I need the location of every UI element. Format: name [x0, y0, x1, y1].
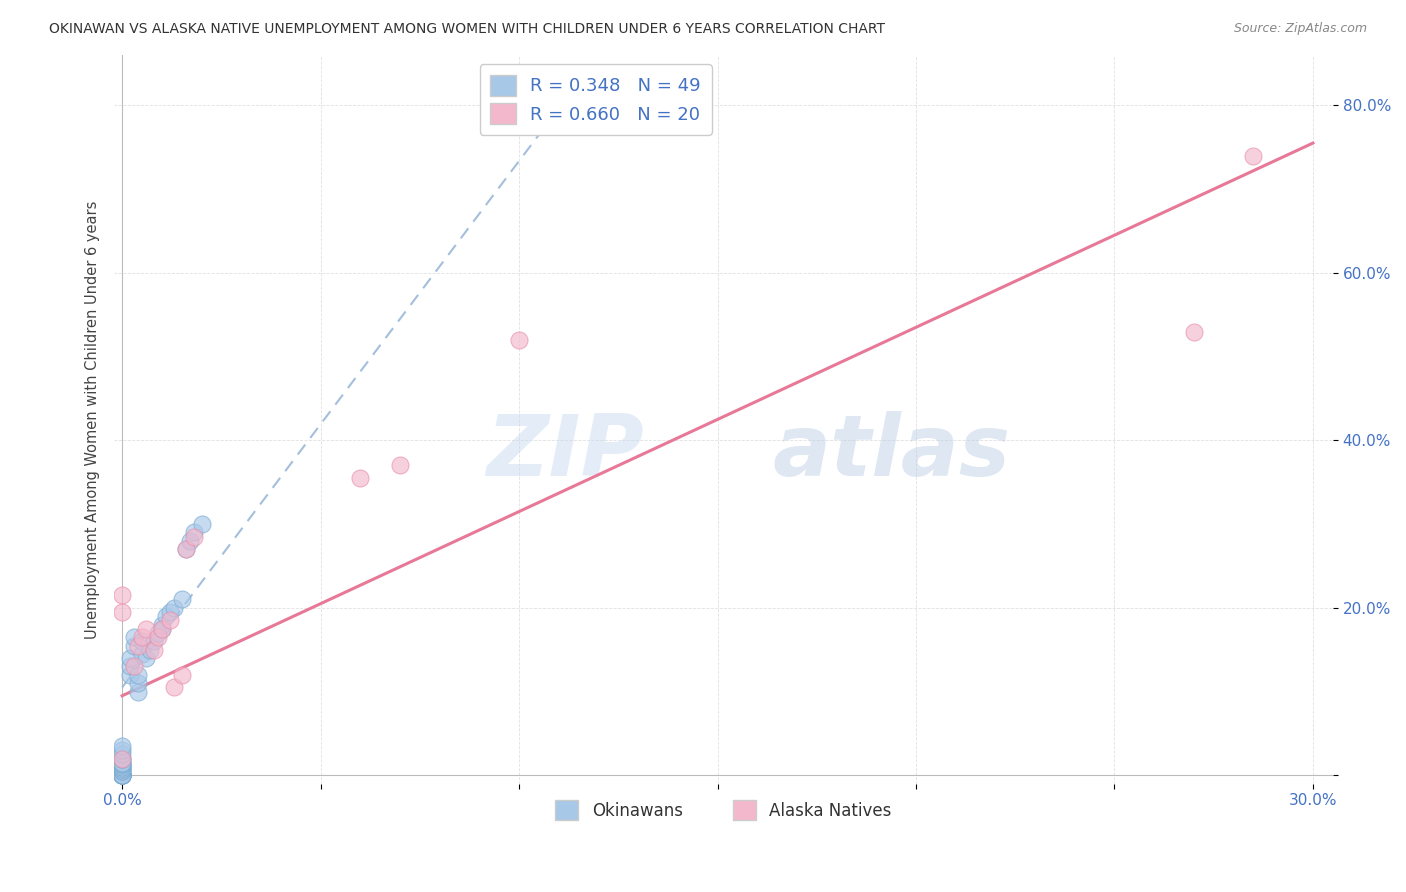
- Point: [183, 530, 205, 544]
- Point: [183, 525, 205, 540]
- Point: [388, 458, 411, 473]
- Point: [142, 642, 165, 657]
- Point: [170, 668, 193, 682]
- Point: [139, 642, 162, 657]
- Point: [349, 471, 371, 485]
- Point: [111, 757, 134, 772]
- Point: [111, 756, 134, 770]
- Point: [163, 681, 186, 695]
- Point: [111, 760, 134, 774]
- Point: [508, 333, 530, 347]
- Point: [159, 614, 181, 628]
- Point: [111, 743, 134, 757]
- Point: [111, 768, 134, 782]
- Point: [174, 542, 197, 557]
- Point: [150, 617, 173, 632]
- Point: [146, 626, 169, 640]
- Point: [150, 622, 173, 636]
- Point: [111, 768, 134, 782]
- Point: [111, 747, 134, 762]
- Point: [111, 768, 134, 782]
- Point: [150, 622, 173, 636]
- Point: [122, 630, 145, 644]
- Point: [120, 668, 142, 682]
- Point: [111, 764, 134, 779]
- Point: [111, 763, 134, 777]
- Point: [111, 751, 134, 765]
- Text: atlas: atlas: [772, 410, 1011, 494]
- Point: [111, 760, 134, 774]
- Point: [131, 634, 153, 648]
- Point: [111, 756, 134, 770]
- Text: Source: ZipAtlas.com: Source: ZipAtlas.com: [1233, 22, 1367, 36]
- Point: [111, 751, 134, 765]
- Point: [122, 639, 145, 653]
- Point: [127, 684, 149, 698]
- Point: [120, 651, 142, 665]
- Point: [131, 630, 153, 644]
- Point: [174, 542, 197, 557]
- Point: [111, 764, 134, 779]
- Point: [127, 668, 149, 682]
- Y-axis label: Unemployment Among Women with Children Under 6 years: Unemployment Among Women with Children U…: [86, 200, 100, 639]
- Point: [190, 517, 212, 532]
- Point: [131, 647, 153, 661]
- Point: [111, 768, 134, 782]
- Point: [111, 751, 134, 765]
- Point: [142, 634, 165, 648]
- Point: [1182, 325, 1205, 339]
- Point: [111, 758, 134, 772]
- Point: [179, 533, 201, 548]
- Point: [111, 768, 134, 782]
- Text: ZIP: ZIP: [486, 410, 644, 494]
- Point: [163, 600, 186, 615]
- Point: [111, 762, 134, 776]
- Point: [170, 592, 193, 607]
- Point: [159, 605, 181, 619]
- Point: [111, 768, 134, 782]
- Legend: Okinawans, Alaska Natives: Okinawans, Alaska Natives: [548, 794, 898, 826]
- Point: [120, 659, 142, 673]
- Point: [135, 622, 157, 636]
- Point: [122, 659, 145, 673]
- Point: [155, 609, 177, 624]
- Point: [127, 676, 149, 690]
- Point: [111, 768, 134, 782]
- Point: [111, 768, 134, 782]
- Point: [135, 651, 157, 665]
- Point: [111, 768, 134, 782]
- Text: OKINAWAN VS ALASKA NATIVE UNEMPLOYMENT AMONG WOMEN WITH CHILDREN UNDER 6 YEARS C: OKINAWAN VS ALASKA NATIVE UNEMPLOYMENT A…: [49, 22, 886, 37]
- Point: [111, 588, 134, 602]
- Point: [146, 630, 169, 644]
- Point: [1241, 148, 1264, 162]
- Point: [111, 605, 134, 619]
- Point: [111, 739, 134, 753]
- Point: [127, 639, 149, 653]
- Point: [111, 768, 134, 782]
